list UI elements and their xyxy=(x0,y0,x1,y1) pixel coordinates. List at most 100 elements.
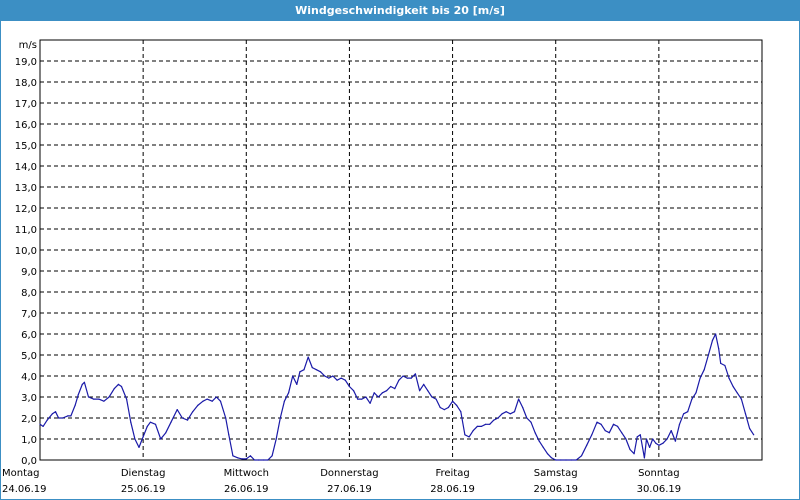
data-point xyxy=(283,400,285,402)
x-tick-day: Dienstag xyxy=(121,468,166,479)
data-point xyxy=(142,436,144,438)
data-point xyxy=(402,375,404,377)
data-point xyxy=(249,455,251,457)
data-point xyxy=(307,356,309,358)
y-tick-label: 15,0 xyxy=(15,141,37,152)
data-point xyxy=(113,388,115,390)
data-point xyxy=(311,367,313,369)
data-point xyxy=(154,423,157,425)
y-tick-label: 12,0 xyxy=(15,204,37,215)
data-point xyxy=(98,398,100,400)
data-point xyxy=(328,377,330,379)
x-tick-date: 30.06.19 xyxy=(637,484,682,495)
data-point xyxy=(39,423,41,425)
data-point xyxy=(711,339,714,341)
data-point xyxy=(720,362,722,364)
data-point xyxy=(740,398,743,400)
data-point xyxy=(377,396,379,398)
data-point xyxy=(419,390,421,392)
data-point xyxy=(245,458,247,460)
data-point xyxy=(225,417,227,419)
data-point xyxy=(649,446,651,448)
data-point xyxy=(468,436,470,438)
data-point xyxy=(489,423,491,425)
x-tick-day: Donnerstag xyxy=(320,468,378,479)
data-point xyxy=(427,390,429,392)
y-tick-label: 5,0 xyxy=(21,351,37,362)
data-point xyxy=(410,377,412,379)
data-point xyxy=(51,413,54,415)
data-point xyxy=(652,438,654,440)
data-point xyxy=(749,427,751,430)
data-point xyxy=(296,383,298,385)
data-point xyxy=(493,419,495,421)
data-point xyxy=(522,406,524,409)
data-point xyxy=(288,392,290,394)
data-point xyxy=(608,432,610,434)
data-point xyxy=(160,438,162,440)
data-point xyxy=(464,434,466,436)
data-point xyxy=(728,377,730,379)
data-point xyxy=(398,379,400,381)
data-point xyxy=(381,392,383,394)
data-point xyxy=(108,396,110,398)
data-point xyxy=(206,398,208,400)
data-point xyxy=(718,348,720,350)
data-point xyxy=(575,459,577,461)
data-point xyxy=(81,383,83,385)
data-point xyxy=(373,392,375,394)
y-tick-label: 2,0 xyxy=(21,414,37,425)
plot-area xyxy=(39,39,763,461)
data-point xyxy=(232,455,234,457)
data-point xyxy=(447,406,449,409)
data-point xyxy=(390,385,392,388)
data-point xyxy=(253,459,256,461)
data-point xyxy=(612,423,615,425)
x-tick-date: 28.06.19 xyxy=(430,484,475,495)
data-point xyxy=(357,398,359,400)
data-point xyxy=(480,425,483,427)
data-point xyxy=(192,411,194,413)
data-point xyxy=(303,369,305,371)
data-point xyxy=(332,375,334,377)
chart-title: Windgeschwindigkeit bis 20 [m/s] xyxy=(1,1,799,21)
data-point xyxy=(497,417,499,419)
x-tick-day: Samstag xyxy=(534,468,578,479)
data-point xyxy=(435,398,437,400)
data-point xyxy=(146,425,148,427)
data-point xyxy=(645,438,648,440)
data-point xyxy=(83,381,85,383)
data-point xyxy=(120,385,123,388)
y-tick-label: 11,0 xyxy=(15,225,37,236)
data-point xyxy=(219,400,222,402)
data-point xyxy=(472,430,474,432)
data-point xyxy=(633,453,635,455)
data-point xyxy=(596,421,598,423)
data-point xyxy=(695,392,697,394)
x-tick-day: Mittwoch xyxy=(224,468,269,479)
data-point xyxy=(46,419,48,421)
data-point xyxy=(202,400,204,402)
data-point xyxy=(565,459,567,461)
data-point xyxy=(439,406,441,409)
data-point xyxy=(600,423,602,425)
y-tick-label: 0,0 xyxy=(21,456,37,467)
data-point xyxy=(241,458,243,460)
data-point xyxy=(394,388,396,390)
data-point xyxy=(353,390,355,392)
data-point xyxy=(369,402,371,404)
data-point xyxy=(130,421,132,423)
y-tick-label: 1,0 xyxy=(21,435,37,446)
data-point xyxy=(176,409,178,411)
data-point xyxy=(604,430,606,432)
data-point xyxy=(526,417,528,419)
data-point xyxy=(687,411,689,413)
data-point xyxy=(591,434,593,436)
data-point xyxy=(386,390,388,392)
series-line xyxy=(39,333,755,461)
data-point xyxy=(707,354,710,356)
y-tick-label: 10,0 xyxy=(15,246,37,257)
data-point xyxy=(103,400,105,402)
data-point xyxy=(299,371,301,373)
data-point xyxy=(753,434,755,436)
